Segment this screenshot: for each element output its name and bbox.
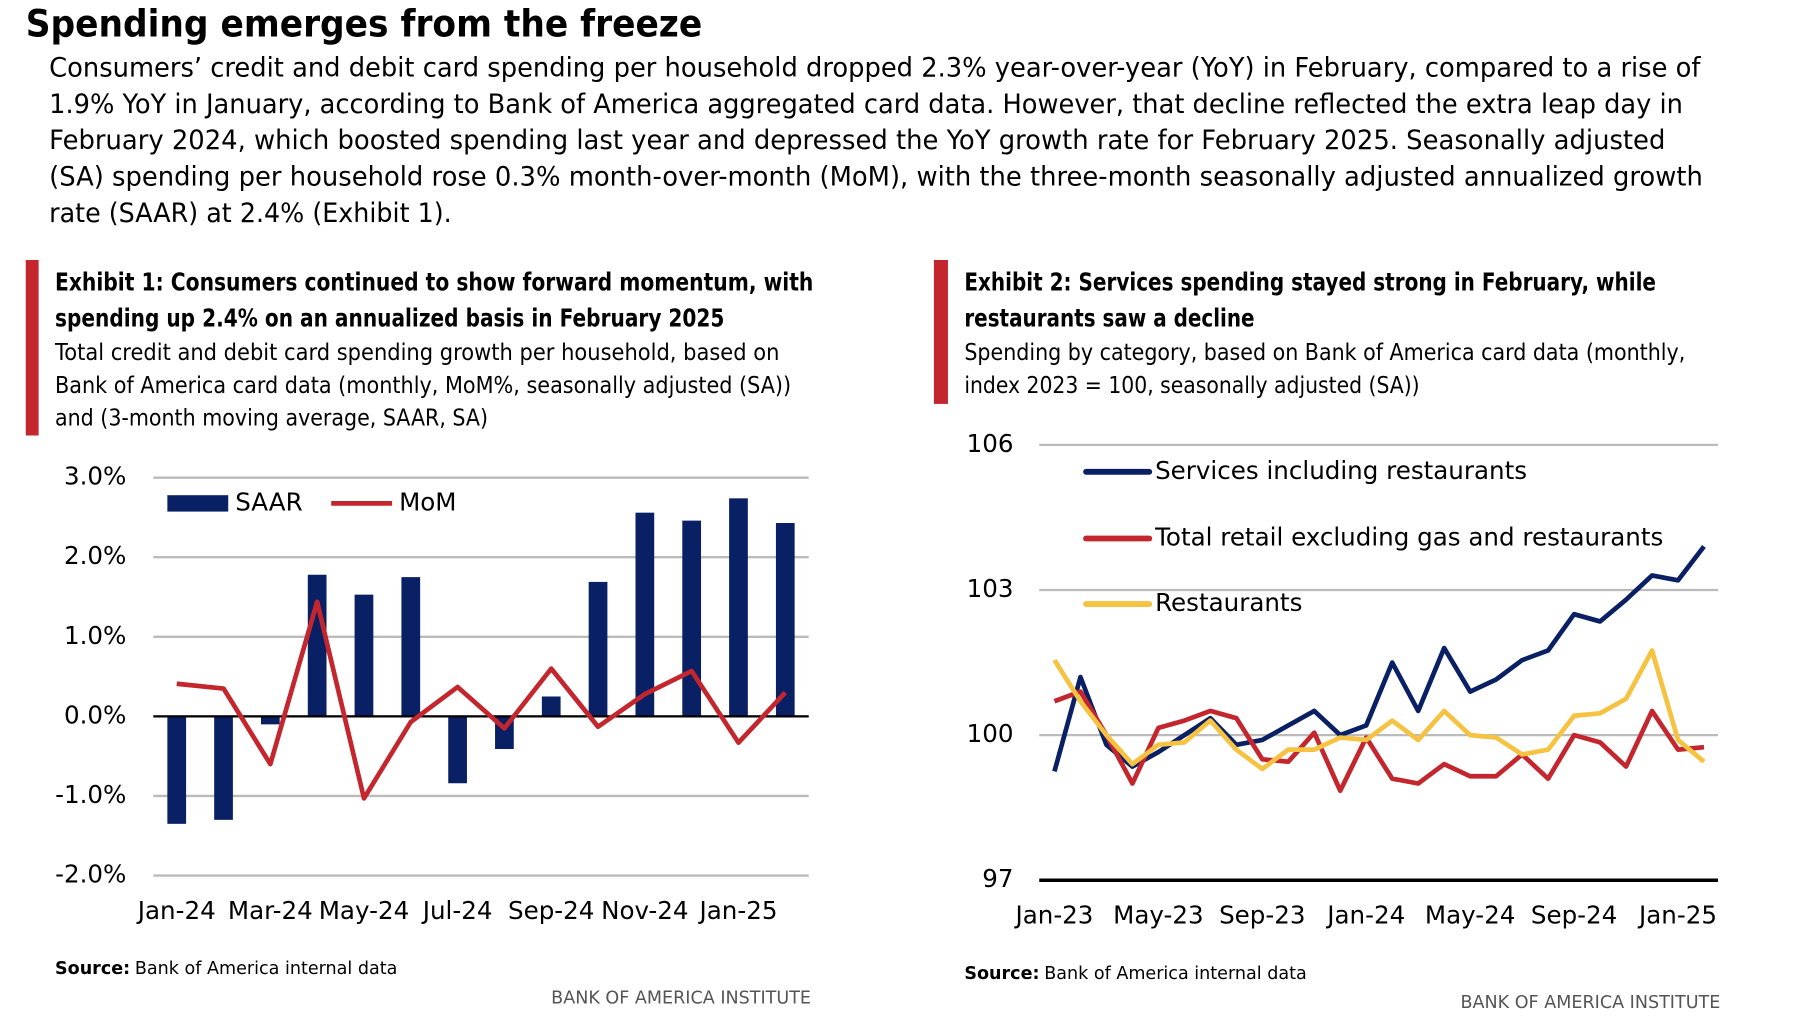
bar — [401, 577, 421, 717]
y-tick-label: 106 — [967, 429, 1014, 458]
intro-line: rate (SAAR) at 2.4% (Exhibit 1). — [49, 198, 452, 229]
source: Source: Bank of America internal data — [964, 964, 1306, 984]
source: Source: Bank of America internal data — [55, 959, 397, 979]
x-tick-label: Sep-24 — [508, 896, 594, 925]
series-line — [1053, 689, 1705, 794]
y-tick-label: 97 — [982, 864, 1013, 893]
chart-subtitle: Bank of America card data (monthly, MoM%… — [55, 371, 791, 399]
bar — [167, 716, 187, 824]
legend-swatch — [167, 495, 229, 512]
legend-label: SAAR — [235, 487, 302, 516]
series-line — [1052, 648, 1706, 772]
chart-subtitle: and (3-month moving average, SAAR, SA) — [55, 404, 488, 432]
y-tick-label: -2.0% — [55, 860, 126, 889]
accent-bar — [25, 259, 39, 436]
chart-subtitle: Spending by category, based on Bank of A… — [964, 338, 1685, 366]
bar — [448, 716, 467, 784]
x-tick-label: Sep-24 — [1531, 901, 1617, 930]
legend-label: MoM — [399, 487, 456, 516]
y-tick-label: 3.0% — [64, 462, 126, 491]
footer: BANK OF AMERICA INSTITUTE — [551, 988, 811, 1008]
footer: BANK OF AMERICA INSTITUTE — [1460, 993, 1720, 1013]
chart-subtitle: index 2023 = 100, seasonally adjusted (S… — [964, 371, 1419, 399]
intro-line: 1.9% YoY in January, according to Bank o… — [49, 89, 1683, 120]
chart-title: Exhibit 2: Services spending stayed stro… — [964, 267, 1656, 296]
source-text: Bank of America internal data — [1044, 964, 1307, 984]
bar — [775, 523, 795, 717]
y-tick-label: 100 — [967, 719, 1014, 748]
source-text: Bank of America internal data — [135, 959, 398, 979]
bar — [729, 498, 748, 717]
chart-subtitle: Total credit and debit card spending gro… — [54, 338, 779, 366]
y-tick-label: -1.0% — [55, 780, 126, 809]
legend-label: Total retail excluding gas and restauran… — [1154, 523, 1663, 552]
accent-bar — [933, 259, 948, 404]
bar — [214, 716, 233, 820]
y-tick-label: 103 — [967, 574, 1014, 603]
x-tick-label: May-24 — [1425, 901, 1515, 930]
x-tick-label: May-23 — [1113, 901, 1203, 930]
y-tick-label: 1.0% — [64, 621, 126, 650]
chart-title: Exhibit 1: Consumers continued to show f… — [55, 267, 813, 296]
bar — [588, 581, 608, 717]
x-tick-label: Jan-25 — [1637, 901, 1717, 930]
x-tick-label: May-24 — [319, 896, 409, 925]
x-tick-label: Jan-24 — [1325, 901, 1405, 930]
intro-line: (SA) spending per household rose 0.3% mo… — [49, 162, 1703, 193]
x-tick-label: Jan-24 — [136, 896, 216, 925]
bar — [260, 716, 280, 725]
x-tick-label: Mar-24 — [228, 896, 313, 925]
chart-title: restaurants saw a decline — [964, 304, 1254, 333]
series-line — [176, 599, 787, 801]
bar — [354, 594, 374, 717]
x-tick-label: Nov-24 — [601, 896, 688, 925]
chart-title: spending up 2.4% on an annualized basis … — [55, 304, 724, 333]
legend-label: Restaurants — [1155, 588, 1302, 617]
y-tick-label: 2.0% — [64, 541, 126, 570]
bar — [682, 520, 702, 717]
x-tick-label: Jan-25 — [697, 896, 777, 925]
series-line — [1052, 545, 1706, 773]
x-tick-label: Jul-24 — [421, 896, 493, 925]
x-tick-label: Sep-23 — [1219, 901, 1305, 930]
page-title: Spending emerges from the freeze — [26, 1, 702, 45]
bar — [635, 512, 655, 717]
source-label: Source: — [964, 964, 1039, 984]
bar — [307, 574, 327, 717]
legend-label: Services including restaurants — [1155, 456, 1527, 485]
intro-line: February 2024, which boosted spending la… — [49, 125, 1665, 156]
intro-line: Consumers’ credit and debit card spendin… — [49, 53, 1701, 84]
x-tick-label: Jan-23 — [1013, 901, 1093, 930]
y-tick-label: 0.0% — [64, 700, 126, 729]
source-label: Source: — [55, 959, 130, 979]
bar — [541, 696, 561, 717]
